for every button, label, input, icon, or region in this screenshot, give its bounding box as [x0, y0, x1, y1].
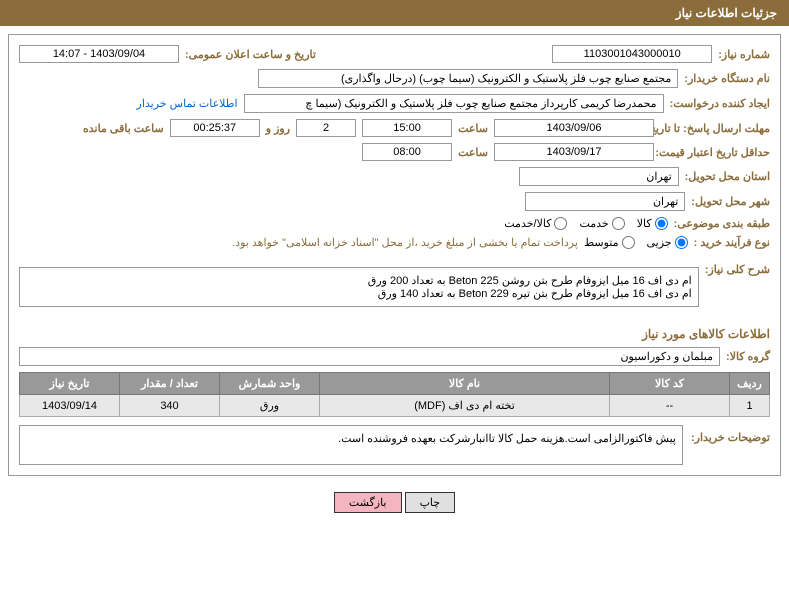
- footer: چاپ بازگشت: [0, 484, 789, 521]
- radio-minor[interactable]: جزیی: [647, 236, 688, 249]
- td-qty: 340: [120, 395, 220, 417]
- announce-label: تاریخ و ساعت اعلان عمومی:: [185, 48, 316, 61]
- category-radio-group: کالا خدمت کالا/خدمت: [504, 217, 667, 230]
- buyer-org-label: نام دستگاه خریدار:: [684, 72, 770, 85]
- category-label: طبقه بندی موضوعی:: [674, 217, 770, 230]
- page-header: جزئیات اطلاعات نیاز: [0, 0, 789, 26]
- desc-line2: ام دی اف 16 میل ایزوفام طرح بتن تیره Bet…: [26, 287, 692, 300]
- td-name: تخته ام دی اف (MDF): [320, 395, 610, 417]
- radio-service[interactable]: خدمت: [579, 217, 624, 230]
- deadline-label: مهلت ارسال پاسخ: تا تاریخ:: [660, 122, 770, 135]
- td-unit: ورق: [220, 395, 320, 417]
- desc-label: شرح کلی نیاز:: [705, 263, 770, 276]
- deadline-date: 1403/09/06: [494, 119, 654, 137]
- table-header-row: ردیف کد کالا نام کالا واحد شمارش تعداد /…: [20, 373, 770, 395]
- desc-box: ام دی اف 16 میل ایزوفام طرح بتن روشن Bet…: [19, 267, 699, 307]
- validity-date: 1403/09/17: [494, 143, 654, 161]
- td-date: 1403/09/14: [20, 395, 120, 417]
- group-label: گروه کالا:: [726, 350, 770, 363]
- th-qty: تعداد / مقدار: [120, 373, 220, 395]
- days-label: روز و: [266, 122, 290, 135]
- countdown-field: 00:25:37: [170, 119, 260, 137]
- buyer-notes-box: پیش فاکتورالزامی است.هزینه حمل کالا تاان…: [19, 425, 683, 465]
- deadline-time: 15:00: [362, 119, 452, 137]
- print-button[interactable]: چاپ: [405, 492, 456, 513]
- requester-field: محمدرضا کریمی کارپرداز مجتمع صنایع چوب ف…: [244, 94, 664, 113]
- province-label: استان محل تحویل:: [685, 170, 770, 183]
- city-label: شهر محل تحویل:: [691, 195, 770, 208]
- header-title: جزئیات اطلاعات نیاز: [676, 6, 777, 20]
- td-code: --: [610, 395, 730, 417]
- radio-medium[interactable]: متوسط: [584, 236, 635, 249]
- remaining-label: ساعت باقی مانده: [83, 122, 164, 135]
- radio-both-input[interactable]: [554, 217, 567, 230]
- th-code: کد کالا: [610, 373, 730, 395]
- th-name: نام کالا: [320, 373, 610, 395]
- time-label-2: ساعت: [458, 146, 488, 159]
- need-no-field: 1103001043000010: [552, 45, 712, 63]
- radio-goods-input[interactable]: [655, 217, 668, 230]
- radio-medium-input[interactable]: [622, 236, 635, 249]
- buyer-notes-label: توضیحات خریدار:: [691, 425, 770, 465]
- days-field: 2: [296, 119, 356, 137]
- radio-service-input[interactable]: [612, 217, 625, 230]
- validity-time: 08:00: [362, 143, 452, 161]
- table-row: 1 -- تخته ام دی اف (MDF) ورق 340 1403/09…: [20, 395, 770, 417]
- desc-line1: ام دی اف 16 میل ایزوفام طرح بتن روشن Bet…: [26, 274, 692, 287]
- td-row: 1: [730, 395, 770, 417]
- province-field: تهران: [519, 167, 679, 186]
- radio-minor-input[interactable]: [675, 236, 688, 249]
- group-field: مبلمان و دکوراسیون: [19, 347, 720, 366]
- radio-both[interactable]: کالا/خدمت: [504, 217, 567, 230]
- announce-field: 1403/09/04 - 14:07: [19, 45, 179, 63]
- process-radio-group: جزیی متوسط: [584, 236, 688, 249]
- main-container: شماره نیاز: 1103001043000010 تاریخ و ساع…: [8, 34, 781, 476]
- city-field: تهران: [525, 192, 685, 211]
- th-row: ردیف: [730, 373, 770, 395]
- payment-note: پرداخت تمام یا بخشی از مبلغ خرید ،از محل…: [232, 236, 578, 249]
- contact-link[interactable]: اطلاعات تماس خریدار: [137, 97, 238, 110]
- goods-table: ردیف کد کالا نام کالا واحد شمارش تعداد /…: [19, 372, 770, 417]
- back-button[interactable]: بازگشت: [334, 492, 402, 513]
- th-unit: واحد شمارش: [220, 373, 320, 395]
- need-no-label: شماره نیاز:: [718, 48, 770, 61]
- validity-label: حداقل تاریخ اعتبار قیمت: تا تاریخ:: [660, 146, 770, 159]
- time-label-1: ساعت: [458, 122, 488, 135]
- buyer-org-field: مجتمع صنایع چوب فلز پلاستیک و الکترونیک …: [258, 69, 678, 88]
- process-label: نوع فرآیند خرید :: [694, 236, 770, 249]
- radio-goods[interactable]: کالا: [637, 217, 668, 230]
- requester-label: ایجاد کننده درخواست:: [670, 97, 770, 110]
- th-date: تاریخ نیاز: [20, 373, 120, 395]
- goods-section-title: اطلاعات کالاهای مورد نیاز: [19, 327, 770, 341]
